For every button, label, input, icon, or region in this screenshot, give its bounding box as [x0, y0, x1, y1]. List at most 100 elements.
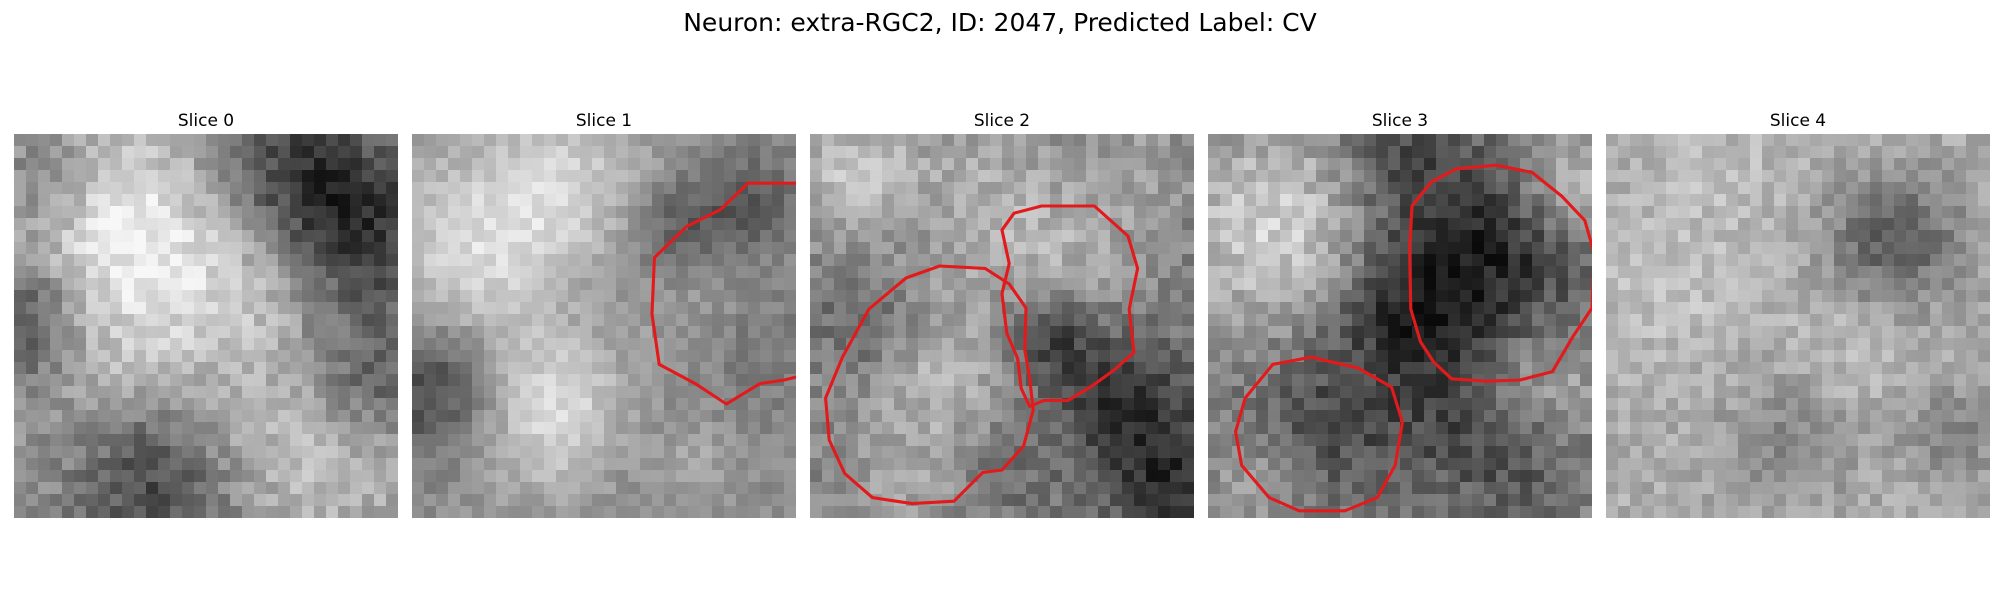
pixel: [86, 290, 99, 303]
pixel: [1568, 290, 1581, 303]
pixel: [1292, 242, 1305, 255]
pixel: [954, 170, 967, 183]
pixel: [942, 254, 955, 267]
pixel: [1750, 158, 1763, 171]
pixel: [942, 446, 955, 459]
pixel: [278, 422, 291, 435]
pixel: [1606, 458, 1619, 471]
pixel: [592, 398, 605, 411]
pixel: [206, 278, 219, 291]
pixel: [1388, 338, 1401, 351]
pixel: [62, 254, 75, 267]
pixel: [1738, 278, 1751, 291]
pixel: [1906, 158, 1919, 171]
pixel: [760, 506, 773, 518]
pixel: [38, 278, 51, 291]
pixel: [472, 278, 485, 291]
pixel: [218, 338, 231, 351]
pixel: [374, 506, 387, 518]
pixel: [930, 362, 943, 375]
pixel: [1074, 482, 1087, 495]
pixel: [424, 362, 437, 375]
pixel: [520, 314, 533, 327]
pixel: [544, 158, 557, 171]
pixel: [484, 350, 497, 363]
pixel: [784, 218, 796, 231]
pixel: [1460, 494, 1473, 507]
pixel: [1352, 302, 1365, 315]
pixel: [254, 470, 267, 483]
pixel: [134, 422, 147, 435]
pixel: [1942, 338, 1955, 351]
pixel: [1182, 242, 1194, 255]
pixel: [1292, 446, 1305, 459]
pixel: [1122, 494, 1135, 507]
pixel: [266, 494, 279, 507]
pixel: [1894, 350, 1907, 363]
pixel: [990, 422, 1003, 435]
pixel: [266, 470, 279, 483]
pixel: [194, 314, 207, 327]
pixel: [1328, 446, 1341, 459]
pixel: [326, 146, 339, 159]
pixel: [1810, 266, 1823, 279]
pixel: [1038, 422, 1051, 435]
pixel: [1726, 446, 1739, 459]
pixel: [894, 170, 907, 183]
pixel: [134, 410, 147, 423]
pixel: [1158, 134, 1171, 147]
pixel: [496, 398, 509, 411]
pixel: [1256, 302, 1269, 315]
pixel: [1496, 146, 1509, 159]
pixel: [1544, 506, 1557, 518]
pixel: [640, 254, 653, 267]
pixel: [1810, 338, 1823, 351]
pixel: [1606, 386, 1619, 399]
pixel: [1822, 386, 1835, 399]
pixel: [1280, 266, 1293, 279]
pixel: [1690, 158, 1703, 171]
pixel: [1400, 506, 1413, 518]
pixel: [736, 374, 749, 387]
pixel: [26, 482, 39, 495]
pixel: [496, 470, 509, 483]
pixel: [1580, 398, 1592, 411]
pixel: [14, 302, 27, 315]
pixel: [314, 350, 327, 363]
pixel: [1170, 398, 1183, 411]
pixel: [736, 254, 749, 267]
pixel: [424, 266, 437, 279]
pixel: [688, 506, 701, 518]
pixel: [652, 134, 665, 147]
pixel: [1762, 182, 1775, 195]
pixel: [700, 398, 713, 411]
pixel: [1376, 278, 1389, 291]
pixel: [1544, 302, 1557, 315]
pixel: [1978, 182, 1990, 195]
pixel: [604, 410, 617, 423]
pixel: [592, 182, 605, 195]
pixel: [1568, 386, 1581, 399]
pixel: [424, 290, 437, 303]
pixel: [858, 386, 871, 399]
pixel: [1666, 398, 1679, 411]
pixel: [182, 374, 195, 387]
pixel: [182, 398, 195, 411]
pixel: [616, 410, 629, 423]
pixel: [278, 398, 291, 411]
pixel: [1316, 134, 1329, 147]
pixel: [1170, 386, 1183, 399]
pixel: [1050, 158, 1063, 171]
pixel: [1654, 326, 1667, 339]
pixel: [182, 470, 195, 483]
pixel: [772, 386, 785, 399]
pixel: [74, 314, 87, 327]
pixel: [1002, 350, 1015, 363]
pixel: [664, 398, 677, 411]
pixel: [484, 158, 497, 171]
pixel: [170, 470, 183, 483]
pixel: [1316, 182, 1329, 195]
pixel: [484, 470, 497, 483]
pixel: [266, 194, 279, 207]
pixel: [1002, 134, 1015, 147]
